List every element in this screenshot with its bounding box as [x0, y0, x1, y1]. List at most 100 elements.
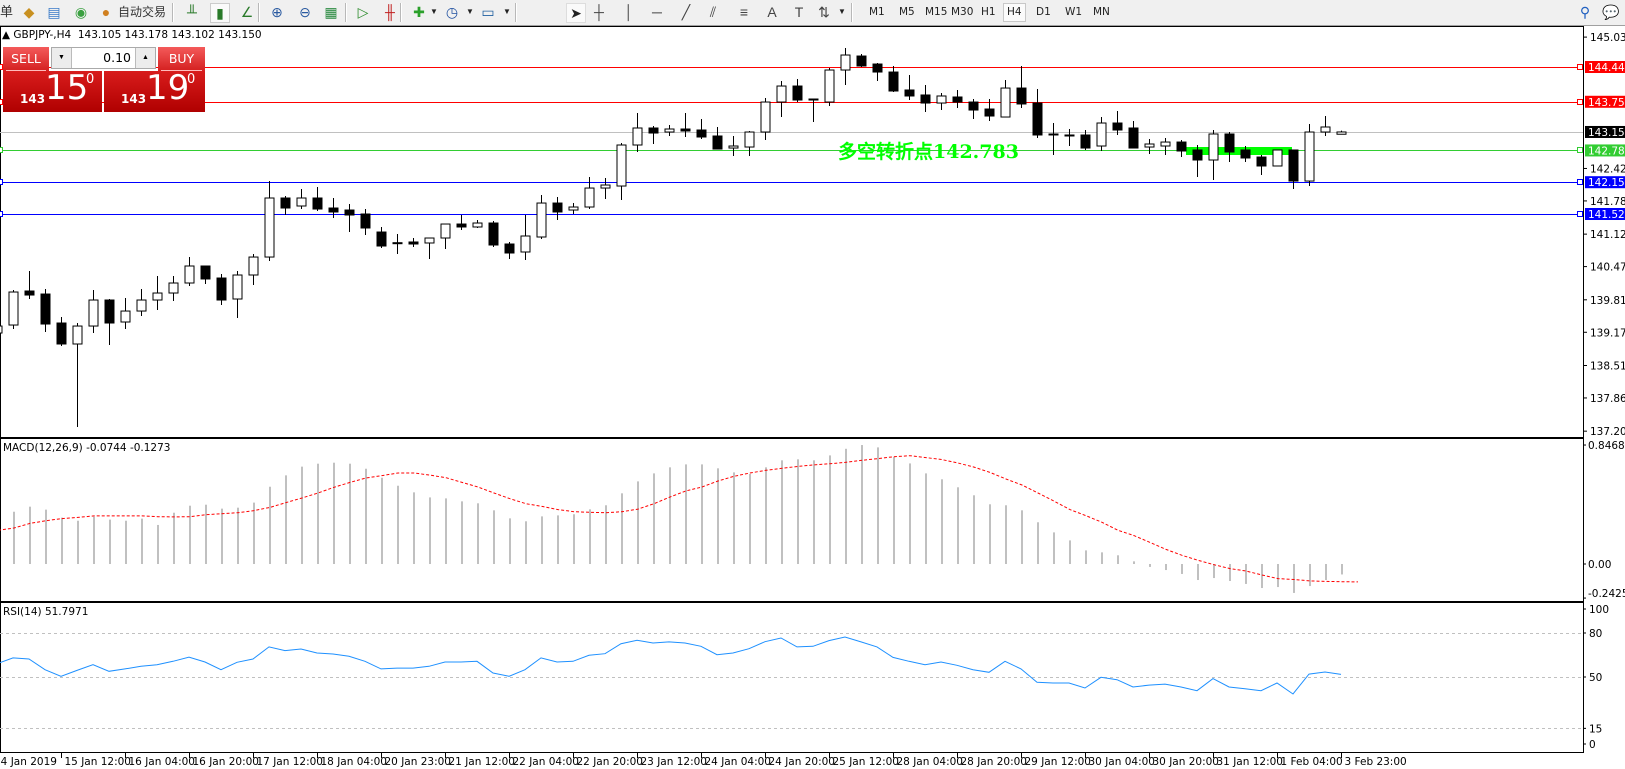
chart-shift-icon[interactable]: ╫ — [385, 4, 395, 20]
rsi-title: RSI(14) 51.7971 — [3, 606, 88, 618]
triangle-up-icon: ▲ — [2, 29, 14, 41]
candle — [520, 215, 531, 261]
shapes-icon[interactable]: ⇅ — [818, 4, 830, 20]
candle — [744, 131, 755, 157]
candle — [1080, 130, 1091, 150]
lot-size-input[interactable]: 0.10 — [103, 50, 131, 65]
crosshair-icon[interactable]: ┼ — [594, 4, 604, 20]
macd-histogram-bar — [877, 447, 879, 564]
bull-candle-body — [840, 54, 851, 71]
timeframe-d1[interactable]: D1 — [1036, 6, 1051, 18]
bull-candle-body — [152, 292, 163, 301]
time-tick-label: 17 Jan 12:00 — [257, 756, 323, 768]
zoom-in-icon[interactable]: ⊕ — [271, 4, 283, 20]
lot-increase-button[interactable]: ▲ — [135, 48, 155, 68]
chevron-down-icon[interactable]: ▼ — [466, 7, 474, 16]
macd-histogram-bar — [381, 477, 383, 564]
candle — [552, 196, 563, 220]
zoom-out-icon[interactable]: ⊖ — [299, 4, 311, 20]
bear-candle-body — [712, 135, 723, 150]
candle — [776, 80, 787, 118]
macd-histogram-bar — [685, 464, 687, 564]
candle — [1096, 117, 1107, 151]
macd-histogram-bar — [637, 481, 639, 564]
templates-icon[interactable]: ▭ — [481, 4, 495, 20]
pivot-annotation-text[interactable]: 多空转折点142.783 — [838, 141, 1019, 163]
text-label-icon[interactable]: T — [794, 4, 804, 20]
line-handle[interactable] — [0, 64, 3, 70]
line-chart-icon[interactable]: ∠ — [240, 4, 254, 20]
text-icon[interactable]: A — [767, 4, 777, 20]
lot-size-field[interactable]: ▼ 0.10 ▲ — [51, 47, 156, 69]
chevron-down-icon[interactable]: ▼ — [838, 7, 846, 16]
macd-histogram-bar — [269, 486, 271, 564]
sell-price[interactable]: 143 15 0 — [3, 68, 102, 112]
line-handle[interactable] — [0, 211, 3, 217]
line-handle[interactable] — [1577, 64, 1583, 70]
time-tick-label: 24 Jan 20:00 — [769, 756, 835, 768]
signals-icon[interactable]: ◉ — [74, 4, 88, 20]
buy-button[interactable]: BUY — [158, 47, 205, 71]
sell-label: SELL — [11, 51, 41, 66]
timeframe-m1[interactable]: M1 — [869, 6, 885, 18]
fibonacci-icon[interactable]: ≡ — [739, 4, 749, 20]
line-handle[interactable] — [1577, 211, 1583, 217]
bear-candle-body — [488, 222, 499, 246]
chevron-down-icon[interactable]: ▼ — [430, 7, 438, 16]
time-tick-label: 29 Jan 12:00 — [1025, 756, 1091, 768]
horizontal-line-icon[interactable]: ─ — [652, 4, 662, 20]
line-handle[interactable] — [1577, 179, 1583, 185]
auto-trading-icon[interactable]: ● — [101, 4, 111, 20]
auto-scroll-icon[interactable]: ▷ — [357, 4, 369, 20]
timeframe-w1[interactable]: W1 — [1065, 6, 1083, 18]
equidistant-channel-icon[interactable]: ⫽ — [709, 4, 717, 20]
search-icon[interactable]: ⚲ — [1579, 4, 1591, 20]
macd-histogram-bar — [781, 460, 783, 564]
line-handle[interactable] — [0, 99, 3, 105]
macd-histogram-bar — [461, 501, 463, 564]
tile-windows-icon[interactable]: ▦ — [324, 4, 338, 20]
chat-icon[interactable]: 💬 — [1602, 4, 1620, 20]
candle — [664, 125, 675, 136]
menu-fragment[interactable]: 单 — [0, 4, 14, 19]
candle — [536, 195, 547, 240]
timeframe-h4[interactable]: H4 — [1003, 3, 1026, 22]
vertical-line-icon[interactable]: │ — [624, 4, 634, 20]
bull-candle-body — [664, 128, 675, 133]
timeframe-mn[interactable]: MN — [1093, 6, 1110, 18]
line-handle[interactable] — [0, 147, 3, 153]
bar-chart-icon[interactable]: ╨ — [187, 4, 197, 20]
candle — [952, 89, 963, 109]
buy-price[interactable]: 143 19 0 — [104, 68, 205, 112]
macd-histogram-bar — [621, 493, 623, 564]
candle — [648, 126, 659, 145]
sell-button[interactable]: SELL — [3, 47, 49, 71]
macd-histogram-bar — [861, 445, 863, 564]
history-center-icon[interactable]: ▤ — [47, 4, 61, 20]
new-order-icon[interactable]: ◆ — [23, 4, 35, 20]
indicators-icon[interactable]: ✚ — [413, 4, 425, 20]
candlestick-chart-icon[interactable]: ▮ — [210, 3, 230, 23]
lot-decrease-button[interactable]: ▼ — [52, 48, 72, 68]
bull-candle-body — [1320, 126, 1331, 133]
cursor-arrow-icon[interactable]: ➤ — [566, 3, 586, 23]
periods-clock-icon[interactable]: ◷ — [445, 4, 459, 20]
price-tag-label: 144.441 — [1588, 62, 1625, 74]
chevron-down-icon[interactable]: ▼ — [503, 7, 511, 16]
pivot-zone-bar[interactable] — [1186, 147, 1292, 155]
line-handle[interactable] — [0, 179, 3, 185]
timeframe-m15[interactable]: M15 — [925, 6, 948, 18]
macd-histogram-bar — [253, 502, 255, 564]
line-handle[interactable] — [1577, 99, 1583, 105]
timeframe-m30[interactable]: M30 — [951, 6, 974, 18]
line-handle[interactable] — [1577, 147, 1583, 153]
auto-trading-button[interactable]: 自动交易 — [118, 5, 167, 19]
timeframe-h1[interactable]: H1 — [981, 6, 996, 18]
macd-histogram-bar — [749, 473, 751, 564]
trendline-icon[interactable]: ╱ — [681, 4, 691, 20]
macd-histogram-bar — [973, 495, 975, 564]
bull-candle-body — [824, 69, 835, 103]
candle — [1128, 121, 1139, 149]
timeframe-m5[interactable]: M5 — [899, 6, 915, 18]
